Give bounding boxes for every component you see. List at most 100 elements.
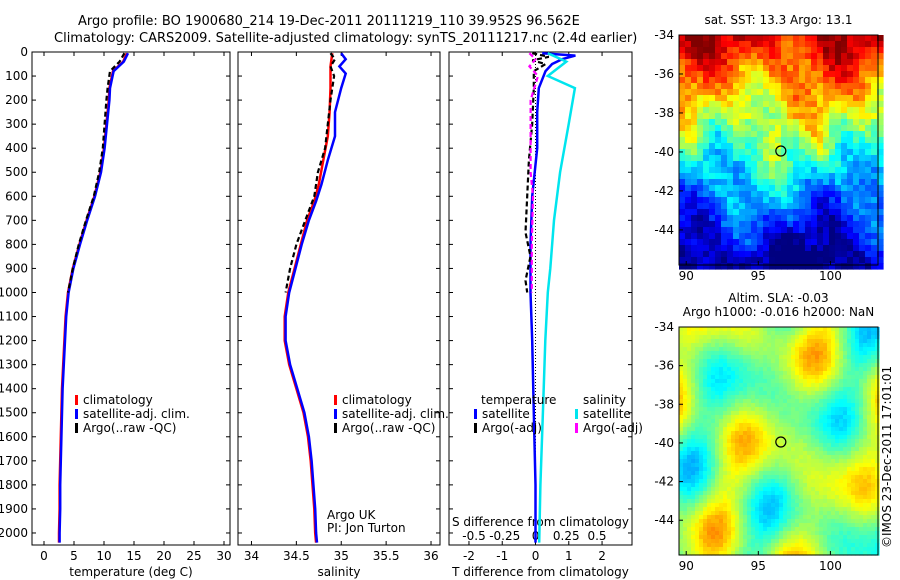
heatmap-cell xyxy=(739,443,744,448)
heatmap-cell xyxy=(783,419,788,424)
heatmap-cell xyxy=(775,101,782,108)
heatmap-cell xyxy=(775,367,780,372)
heatmap-cell xyxy=(787,35,794,42)
heatmap-cell xyxy=(793,53,800,60)
heatmap-cell xyxy=(751,245,758,252)
heatmap-cell xyxy=(687,431,692,436)
heatmap-cell xyxy=(743,519,748,524)
heatmap-cell xyxy=(763,161,770,168)
x-axis-label: T difference from climatology xyxy=(451,565,629,579)
heatmap-cell xyxy=(757,173,764,180)
heatmap-cell xyxy=(699,395,704,400)
heatmap-cell xyxy=(727,375,732,380)
heatmap-cell xyxy=(803,419,808,424)
heatmap-cell xyxy=(739,411,744,416)
heatmap-cell xyxy=(763,467,768,472)
heatmap-cell xyxy=(733,179,740,186)
heatmap-cell xyxy=(877,59,884,66)
heatmap-cell xyxy=(871,95,878,102)
heatmap-cell xyxy=(863,411,868,416)
heatmap-cell xyxy=(699,471,704,476)
heatmap-cell xyxy=(733,137,740,144)
heatmap-cell xyxy=(719,367,724,372)
heatmap-cell xyxy=(799,251,806,258)
heatmap-cell xyxy=(829,59,836,66)
heatmap-cell xyxy=(863,387,868,392)
heatmap-cell xyxy=(819,403,824,408)
heatmap-cell xyxy=(739,447,744,452)
heatmap-cell xyxy=(739,551,744,556)
heatmap-cell xyxy=(815,535,820,540)
heatmap-cell xyxy=(781,47,788,54)
heatmap-cell xyxy=(815,539,820,544)
heatmap-cell xyxy=(687,487,692,492)
heatmap-cell xyxy=(695,411,700,416)
heatmap-cell xyxy=(719,507,724,512)
heatmap-cell xyxy=(739,173,746,180)
heatmap-cell xyxy=(807,519,812,524)
heatmap-cell xyxy=(763,403,768,408)
heatmap-cell xyxy=(817,149,824,156)
heatmap-cell xyxy=(795,527,800,532)
heatmap-cell xyxy=(679,447,684,452)
heatmap-cell xyxy=(831,499,836,504)
heatmap-cell xyxy=(851,471,856,476)
heatmap-cell xyxy=(715,451,720,456)
heatmap-cell xyxy=(811,415,816,420)
heatmap-cell xyxy=(787,515,792,520)
heatmap-cell xyxy=(877,35,884,42)
heatmap-cell xyxy=(799,221,806,228)
heatmap-cell xyxy=(791,439,796,444)
heatmap-cell xyxy=(859,447,864,452)
heatmap-cell xyxy=(851,459,856,464)
heatmap-cell xyxy=(787,435,792,440)
heatmap-cell xyxy=(775,257,782,264)
heatmap-cell xyxy=(863,383,868,388)
heatmap-cell xyxy=(847,463,852,468)
heatmap-cell xyxy=(839,483,844,488)
heatmap-cell xyxy=(803,363,808,368)
heatmap-cell xyxy=(707,491,712,496)
heatmap-cell xyxy=(829,107,836,114)
heatmap-cell xyxy=(747,435,752,440)
heatmap-cell xyxy=(863,547,868,552)
heatmap-cell xyxy=(685,257,692,264)
heatmap-cell xyxy=(759,439,764,444)
heatmap-cell xyxy=(727,59,734,66)
heatmap-cell xyxy=(703,487,708,492)
heatmap-cell xyxy=(823,53,830,60)
heatmap-cell xyxy=(703,427,708,432)
heatmap-cell xyxy=(847,161,854,168)
heatmap-cell xyxy=(831,347,836,352)
heatmap-cell xyxy=(829,179,836,186)
heatmap-cell xyxy=(743,419,748,424)
heatmap-cell xyxy=(875,407,880,412)
heatmap-cell xyxy=(703,515,708,520)
heatmap-cell xyxy=(865,239,872,246)
heatmap-cell xyxy=(747,399,752,404)
heatmap-cell xyxy=(871,507,876,512)
heatmap-cell xyxy=(859,511,864,516)
heatmap-cell xyxy=(855,359,860,364)
heatmap-cell xyxy=(775,543,780,548)
heatmap-cell xyxy=(783,379,788,384)
heatmap-cell xyxy=(851,395,856,400)
heatmap-cell xyxy=(847,355,852,360)
heatmap-cell xyxy=(709,53,716,60)
legend-swatch xyxy=(575,409,578,419)
heatmap-cell xyxy=(831,483,836,488)
y-tick-label: 1600 xyxy=(0,430,28,444)
heatmap-cell xyxy=(683,327,688,332)
heatmap-cell xyxy=(795,359,800,364)
heatmap-cell xyxy=(767,459,772,464)
heatmap-cell xyxy=(843,399,848,404)
heatmap-cell xyxy=(709,107,716,114)
heatmap-cell xyxy=(831,411,836,416)
heatmap-cell xyxy=(819,335,824,340)
heatmap-cell xyxy=(811,239,818,246)
heatmap-cell xyxy=(715,101,722,108)
heatmap-cell xyxy=(781,161,788,168)
heatmap-cell xyxy=(847,527,852,532)
heatmap-cell xyxy=(815,395,820,400)
heatmap-cell xyxy=(839,487,844,492)
